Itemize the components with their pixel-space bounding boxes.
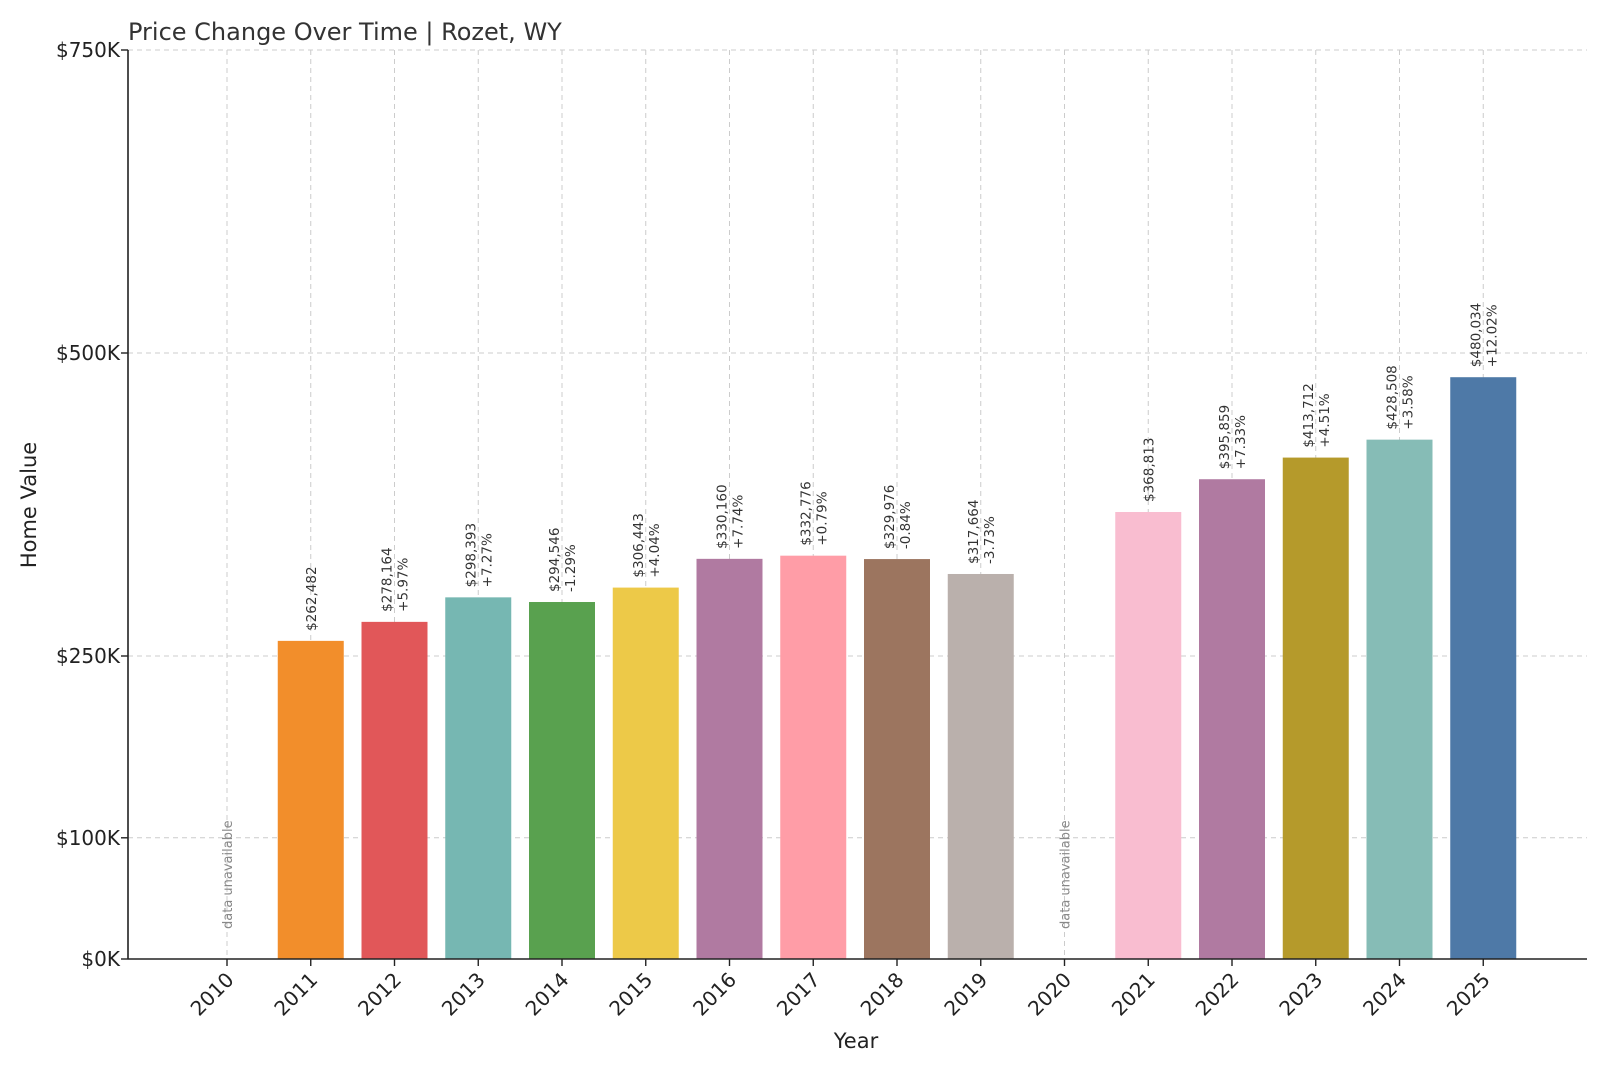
- x-tick-label: 2025: [1442, 968, 1495, 1021]
- bar-2014: [529, 602, 595, 959]
- bar-2022: [1199, 479, 1265, 959]
- bar-2015: [612, 587, 679, 959]
- change-label: -1.29%: [563, 544, 579, 592]
- value-label: $413,712: [1301, 383, 1317, 447]
- bar-2011: [277, 640, 344, 959]
- x-tick-label: 2013: [437, 968, 490, 1021]
- value-label: $298,393: [463, 523, 479, 587]
- x-tick-label: 2021: [1107, 968, 1160, 1021]
- x-tick-label: 2015: [604, 968, 657, 1021]
- change-label: -3.73%: [982, 516, 998, 564]
- change-label: +4.51%: [1317, 393, 1333, 447]
- x-tick-label: 2020: [1023, 968, 1076, 1021]
- x-tick-label: 2022: [1191, 968, 1244, 1021]
- axes-layer: [127, 50, 1587, 960]
- value-label: $395,859: [1217, 405, 1233, 469]
- change-label: +7.74%: [731, 494, 747, 548]
- y-axis-label: Home Value: [17, 442, 41, 568]
- bar-2019: [947, 573, 1014, 959]
- y-tick-label: $750K: [56, 38, 121, 62]
- data-unavailable-label: data unavailable: [1059, 820, 1074, 929]
- value-label: $368,813: [1141, 438, 1157, 502]
- value-label: $330,160: [715, 484, 731, 548]
- x-tick-label: 2019: [939, 968, 992, 1021]
- change-label: +7.33%: [1233, 415, 1249, 469]
- y-tick-label: $500K: [56, 341, 121, 365]
- change-label: -0.84%: [898, 501, 914, 549]
- bar-2012: [361, 621, 428, 959]
- data-unavailable-label: data unavailable: [221, 820, 236, 929]
- bar-2016: [696, 558, 763, 959]
- y-tick-label: $0K: [81, 947, 120, 971]
- y-tick-label: $100K: [56, 826, 121, 850]
- value-label: $262,482: [304, 566, 320, 630]
- change-label: +7.27%: [479, 533, 495, 587]
- bar-2013: [445, 597, 512, 959]
- value-label: $329,976: [882, 485, 898, 549]
- x-tick-label: 2017: [772, 968, 825, 1021]
- bar-2021: [1115, 511, 1182, 959]
- bar-2017: [780, 555, 847, 959]
- value-label: $317,664: [966, 500, 982, 564]
- change-label: +3.58%: [1401, 375, 1417, 429]
- x-tick-label: 2010: [186, 968, 239, 1021]
- x-ticks-layer: 2010 2011 2012 2013 2014 2015 2016 2017 2018 2019…: [186, 959, 1495, 1021]
- x-tick-label: 2012: [353, 968, 406, 1021]
- bar-2018: [864, 559, 930, 959]
- chart-title: Price Change Over Time | Rozet, WY: [128, 18, 562, 46]
- value-label: $428,508: [1385, 365, 1401, 429]
- change-label: +4.04%: [647, 523, 663, 577]
- change-label: +5.97%: [396, 557, 412, 611]
- value-label: $306,443: [631, 513, 647, 577]
- x-tick-label: 2018: [856, 968, 909, 1021]
- change-label: +0.79%: [814, 491, 830, 545]
- x-tick-label: 2011: [269, 968, 322, 1021]
- x-tick-label: 2016: [688, 968, 741, 1021]
- x-axis-label: Year: [833, 1029, 879, 1053]
- bar-2023: [1282, 457, 1349, 959]
- x-tick-label: 2014: [521, 968, 574, 1021]
- value-label: $294,546: [547, 528, 563, 592]
- x-tick-label: 2023: [1274, 968, 1327, 1021]
- value-label: $278,164: [380, 547, 396, 611]
- y-ticks-layer: $0K $100K $250K $500K $750K: [56, 38, 128, 971]
- change-label: +12.02%: [1484, 304, 1500, 367]
- bars-layer: [277, 377, 1517, 959]
- bar-2024: [1366, 439, 1433, 959]
- value-label: $480,034: [1468, 303, 1484, 367]
- y-tick-label: $250K: [56, 644, 121, 668]
- bar-2025: [1450, 377, 1517, 959]
- value-label: $332,776: [798, 481, 814, 545]
- x-tick-label: 2024: [1358, 968, 1411, 1021]
- value-labels-layer: data unavailable $262,482 $278,164 +5.97% $2…: [221, 303, 1500, 929]
